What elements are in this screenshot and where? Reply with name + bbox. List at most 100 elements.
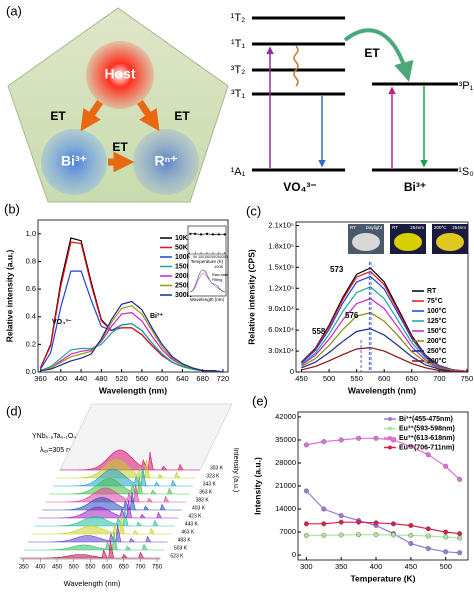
x-tick-label: 520: [115, 374, 128, 383]
legend-label: Eu³⁺(613-618nm): [399, 435, 455, 442]
legend-marker: [388, 427, 392, 431]
x-tick-label: 550: [85, 565, 96, 571]
point: [409, 523, 414, 528]
legend-label: 10K: [175, 235, 188, 242]
z-axis-label: Intensity (a.u.): [232, 448, 239, 492]
x-tick-label: 400: [55, 374, 68, 383]
x-tick-label: 500: [439, 562, 452, 571]
x-tick-label: 750: [152, 565, 163, 571]
inset-point: [189, 233, 191, 235]
y-tick-label: 0.0: [26, 367, 36, 376]
level-label: ¹S₀: [458, 166, 474, 178]
photo-sample: [394, 233, 422, 251]
rn-label: Rⁿ⁺: [154, 153, 177, 169]
photo-label: Daylight: [366, 225, 383, 230]
group-label: Bi³⁺: [404, 180, 426, 194]
x-tick-label: 350: [335, 562, 348, 571]
point: [457, 550, 462, 555]
photo-label: 254nm: [410, 225, 424, 230]
point: [391, 533, 396, 538]
point: [443, 549, 448, 554]
temperature-label: 503 K: [174, 545, 188, 551]
legend-label: 125°C: [427, 317, 447, 325]
legend-marker: [388, 446, 392, 450]
level-label: ¹T₁: [231, 38, 245, 50]
inset-point: [194, 233, 196, 235]
x-tick-label: 450: [295, 374, 308, 383]
y-tick-label: 14000: [275, 504, 296, 513]
point: [426, 526, 431, 531]
legend-label: 75°C: [427, 297, 443, 305]
y-tick-label: 7000: [279, 527, 296, 536]
x-tick-label: 500: [69, 565, 80, 571]
series-line: [306, 491, 459, 553]
temperature-label: 523 K: [170, 553, 184, 559]
group-label: VO₄³⁻: [283, 180, 316, 194]
annotation: 576: [345, 311, 359, 320]
inset-point: [212, 233, 214, 235]
y-axis-label: Relative intensity (a.u.): [4, 250, 14, 343]
legend-label: 150°C: [427, 327, 447, 335]
x-tick-label: 650: [406, 374, 419, 383]
point: [443, 535, 448, 540]
point: [321, 522, 326, 527]
temperature-label: 403 K: [192, 505, 206, 511]
point: [457, 531, 462, 536]
panel-label: (a): [6, 3, 22, 18]
host-label: Host: [104, 66, 135, 82]
series-line: [41, 324, 223, 372]
inset-point: [218, 233, 220, 235]
x-tick-label: 550: [350, 374, 363, 383]
x-tick-label: 350: [19, 565, 30, 571]
y-tick-label: 2.1x10⁵: [268, 220, 294, 229]
point: [374, 436, 379, 441]
legend-label: Eu³⁺(593-598nm): [399, 425, 455, 432]
annotation: 573: [330, 265, 344, 274]
photo-label: RT: [392, 225, 398, 230]
x-tick-label: 400: [370, 562, 383, 571]
x-tick-label: 650: [119, 565, 130, 571]
et-label: ET: [50, 109, 66, 123]
annotation: 558: [312, 327, 326, 336]
inset-legend: Raw data: [212, 273, 229, 277]
y-tick-label: 35000: [275, 435, 296, 444]
y-axis-label: Intensity (a.u.): [252, 457, 262, 515]
panel-label: (b): [4, 201, 20, 216]
temperature-label: 463 K: [181, 529, 195, 535]
y-tick-label: 9.0x10⁴: [268, 304, 294, 313]
annotation: Bi³⁺: [150, 313, 163, 320]
panel-label: (c): [246, 203, 261, 218]
temperature-label: 363 K: [199, 489, 213, 495]
x-tick-label: 680: [196, 374, 209, 383]
inset-legend: Fitting: [212, 278, 222, 282]
photo-label: 200°C: [434, 225, 447, 230]
x-tick-label: 480: [95, 374, 108, 383]
x-tick-label: 500: [323, 374, 336, 383]
x-axis-label: Wavelength (nm): [99, 385, 167, 395]
point: [443, 530, 448, 535]
x-tick-label: 600: [102, 565, 113, 571]
point: [409, 541, 414, 546]
point: [321, 533, 326, 538]
photo-label: RT: [350, 225, 356, 230]
y-tick-label: 21000: [275, 481, 296, 490]
x-tick-label: 600: [378, 374, 391, 383]
point: [356, 532, 361, 537]
et-label: ET: [364, 46, 380, 60]
point: [426, 546, 431, 551]
x-tick-label: 640: [176, 374, 189, 383]
y-tick-label: 1.8x10⁵: [268, 241, 294, 250]
point: [374, 521, 379, 526]
point: [457, 536, 462, 541]
temperature-label: 303 K: [210, 465, 224, 471]
legend-label: 200°C: [427, 337, 447, 345]
point: [339, 513, 344, 518]
level-labels: ¹T₂ ¹T₁ ³T₂ ³T₁ ¹A₁ VO₄³⁻ ET ³P₁ ¹S₀ Bi³…: [231, 12, 474, 194]
point: [304, 489, 309, 494]
legend-label: Eu³⁺(706-711nm): [399, 444, 454, 451]
level-label: ³T₁: [231, 88, 245, 100]
back-wall: [60, 404, 232, 470]
y-tick-label: 3.0x10⁴: [268, 346, 294, 355]
photo-sample: [352, 233, 380, 251]
